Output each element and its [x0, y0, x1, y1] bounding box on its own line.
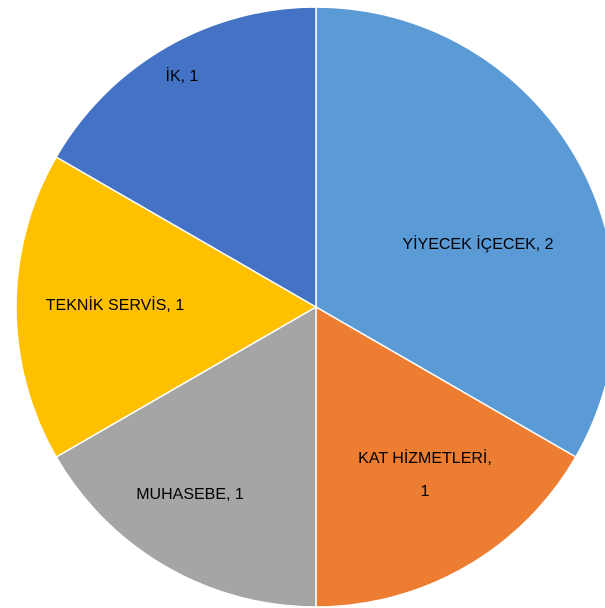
pie-slice	[55, 6, 317, 309]
data-label: YİYECEK İÇECEK, 2	[402, 234, 553, 253]
data-label: TEKNİK SERVİS, 1	[46, 295, 185, 314]
label-category: MUHASEBE	[136, 486, 226, 503]
label-separator: ,	[487, 450, 491, 467]
label-category: KAT HİZMETLERİ	[358, 448, 487, 467]
pie-slice	[55, 305, 317, 608]
label-value: 1	[421, 483, 430, 500]
label-separator: ,	[226, 486, 235, 503]
label-value: 1	[175, 297, 184, 314]
data-label: İK, 1	[166, 66, 199, 85]
data-label: MUHASEBE, 1	[136, 486, 244, 503]
label-value: 1	[235, 486, 244, 503]
data-label: KAT HİZMETLERİ, 1	[358, 448, 492, 500]
label-category: TEKNİK SERVİS	[46, 295, 167, 314]
label-separator: ,	[536, 236, 545, 253]
pie-slice	[315, 6, 605, 459]
label-value: 1	[190, 68, 199, 85]
pie-slice	[15, 155, 318, 459]
label-category: İK	[166, 66, 181, 85]
label-separator: ,	[181, 68, 190, 85]
label-value: 2	[545, 236, 554, 253]
pie-slice	[315, 305, 577, 608]
label-category: YİYECEK İÇECEK	[402, 234, 536, 253]
label-separator: ,	[166, 297, 175, 314]
